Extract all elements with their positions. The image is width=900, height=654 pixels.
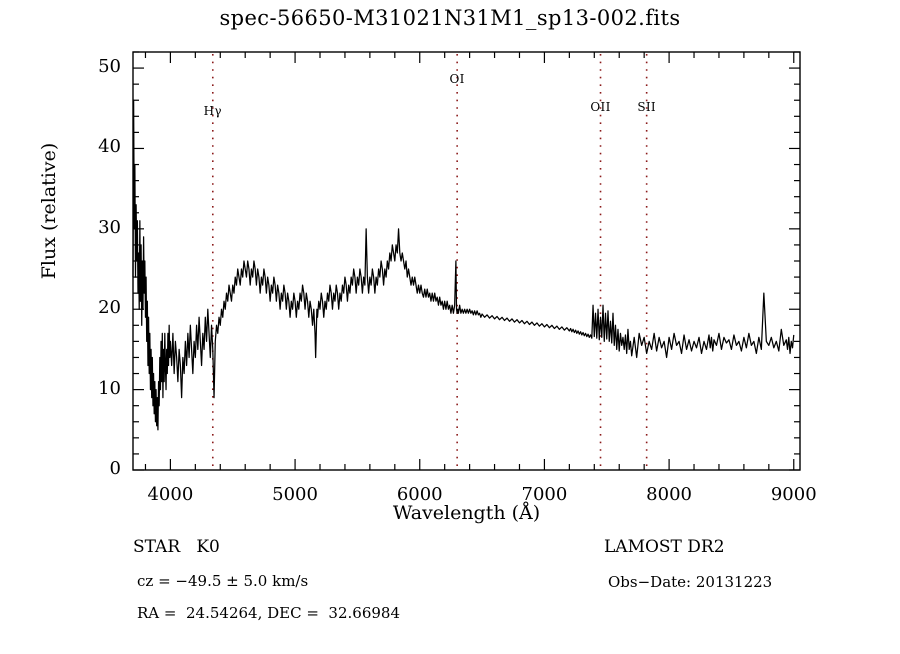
spectral-line-label: OI (449, 72, 465, 87)
y-axis-title: Flux (relative) (38, 142, 60, 280)
x-axis-title: Wavelength (Å) (392, 502, 541, 524)
y-axis-tick-label: 30 (98, 216, 121, 238)
y-axis-tick-label: 0 (109, 458, 121, 479)
page-title: spec-56650-M31021N31M1_sp13-002.fits (219, 6, 681, 30)
object-class-label: STAR K0 (133, 537, 220, 557)
coordinates-label: RA = 24.54264, DEC = 32.66984 (137, 604, 401, 622)
x-axis-tick-label: 8000 (646, 484, 692, 505)
spectral-line-label: OII (590, 100, 611, 115)
spectral-line-label: SII (637, 100, 656, 115)
spectral-line-label: Hγ (203, 104, 222, 119)
y-axis-tick-label: 20 (98, 297, 121, 319)
obs-date-label: Obs−Date: 20131223 (608, 573, 773, 591)
x-axis-tick-label: 6000 (396, 484, 443, 505)
redshift-velocity-label: cz = −49.5 ± 5.0 km/s (137, 572, 309, 590)
y-axis-tick-label: 40 (98, 136, 121, 158)
x-axis-tick-label: 5000 (272, 484, 318, 505)
y-axis-tick-label: 10 (98, 377, 121, 399)
axis-ticks (133, 51, 800, 471)
plot-frame (132, 51, 801, 471)
x-axis-tick-label: 7000 (521, 484, 568, 505)
y-axis-tick-label: 50 (98, 56, 121, 78)
spectrum-trace (132, 99, 795, 431)
survey-label: LAMOST DR2 (604, 537, 725, 557)
x-axis-tick-label: 9000 (770, 484, 817, 505)
x-axis-tick-label: 4000 (147, 484, 194, 505)
